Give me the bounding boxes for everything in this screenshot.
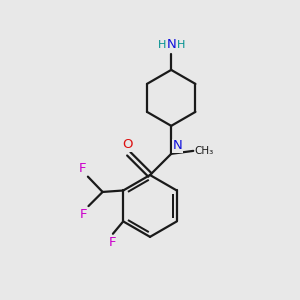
Text: H: H [158,40,166,50]
Text: H: H [176,40,185,50]
Text: O: O [122,139,133,152]
Text: CH₃: CH₃ [195,146,214,156]
Text: N: N [173,140,182,152]
Text: F: F [79,162,86,175]
Text: F: F [80,208,87,220]
Text: N: N [166,38,176,51]
Text: F: F [109,236,116,249]
